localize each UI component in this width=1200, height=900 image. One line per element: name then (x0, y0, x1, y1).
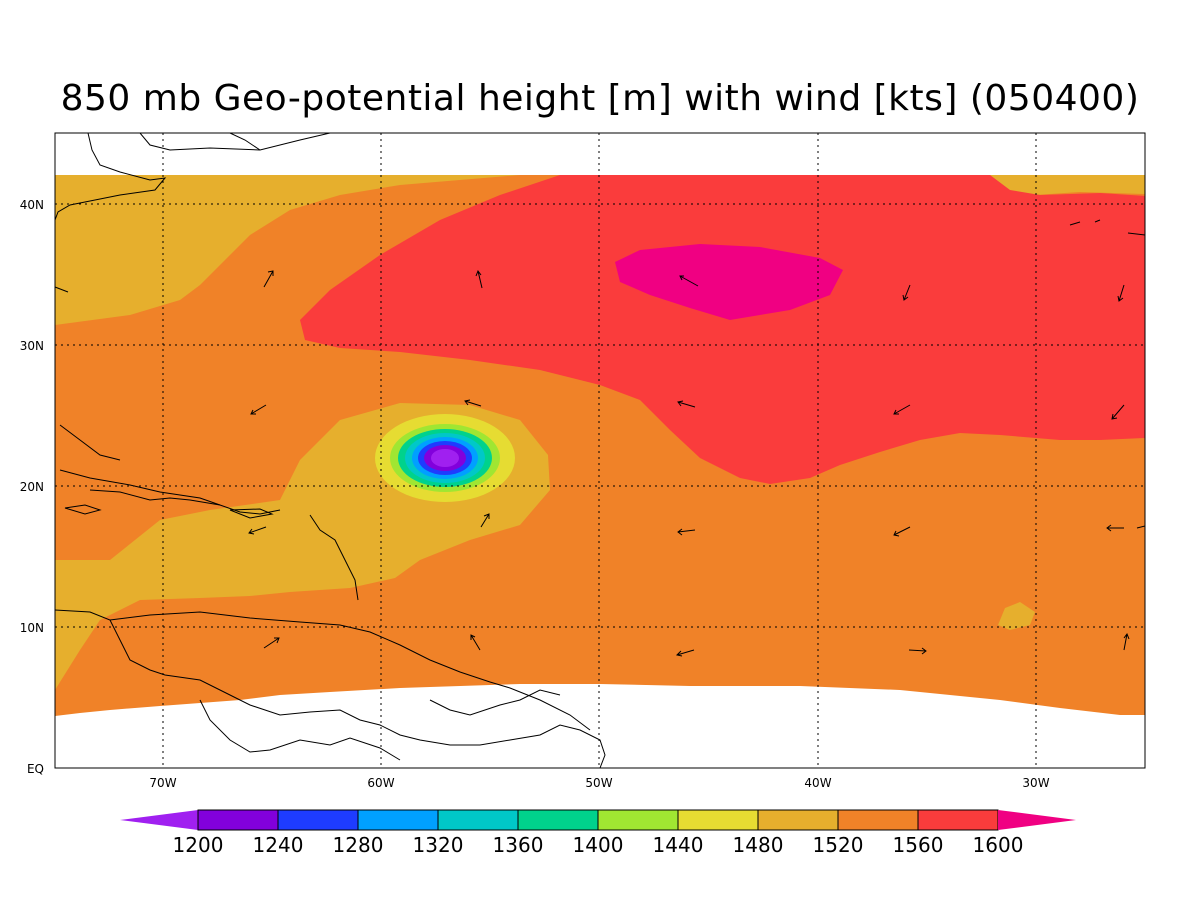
colorbar-segment (277, 809, 359, 831)
coastline-bahamas (59, 424, 121, 461)
coastline-venezuela (109, 611, 591, 731)
contour-fill-1480-northeast (990, 175, 1145, 196)
coastline-nova-scotia (139, 133, 331, 151)
colorbar-label: 1200 (173, 833, 224, 857)
colorbar-segment (597, 809, 679, 831)
wind-vectors (54, 269, 1146, 657)
colorbar-segment (837, 809, 919, 831)
colorbar-segment (757, 809, 839, 831)
coastline-north-america (55, 133, 167, 221)
colorbar-label: 1280 (333, 833, 384, 857)
colorbar-label: 1400 (573, 833, 624, 857)
colorbar-label: 1440 (653, 833, 704, 857)
contour-fill-1600 (615, 244, 843, 320)
colorbar-label: 1360 (493, 833, 544, 857)
low-pressure-center (375, 414, 515, 502)
colorbar-min-arrow (120, 810, 198, 830)
contour-fill-1480-east (998, 602, 1035, 630)
colorbar-label: 1480 (733, 833, 784, 857)
coastline-hispaniola (89, 489, 281, 515)
lat-label-20n: 20N (20, 480, 44, 494)
coastline-small-isles-east (1069, 219, 1145, 236)
colorbar-label: 1240 (253, 833, 304, 857)
colorbar: 1200 1240 1280 1320 1360 1400 1440 1480 1520 1560… (120, 809, 1076, 857)
coastlines (55, 133, 1145, 768)
coastline-lesser-antilles (309, 514, 359, 601)
colorbar-label: 1560 (893, 833, 944, 857)
height-field (55, 175, 1145, 716)
colorbar-label: 1320 (413, 833, 464, 857)
lat-label-30n: 30N (20, 339, 44, 353)
low-ring (431, 449, 459, 467)
coastline-south-america (55, 609, 606, 768)
colorbar-segment (197, 809, 279, 831)
latitude-axis: EQ 10N 20N 30N 40N (20, 198, 44, 776)
coastline-guianas (429, 689, 561, 716)
contour-fill-1480-west (55, 175, 520, 325)
colorbar-label: 1600 (973, 833, 1024, 857)
colorbar-segment (437, 809, 519, 831)
coastline-jamaica (64, 504, 102, 515)
colorbar-segment (917, 809, 999, 831)
lat-label-eq: EQ (27, 762, 44, 776)
graticule (55, 133, 1145, 768)
map-title: 850 mb Geo-potential height [m] with win… (60, 78, 1140, 119)
colorbar-label: 1520 (813, 833, 864, 857)
plot-frame (54, 132, 1146, 769)
lon-label-60w: 60W (367, 776, 394, 790)
lon-label-40w: 40W (804, 776, 831, 790)
coastline-cuba (59, 469, 221, 506)
lat-label-40n: 40N (20, 198, 44, 212)
coastline-puerto-rico (229, 508, 274, 519)
coastline-newfoundland (229, 133, 261, 151)
colorbar-segment (517, 809, 599, 831)
colorbar-max-arrow (998, 810, 1076, 830)
lon-label-70w: 70W (149, 776, 176, 790)
lat-label-10n: 10N (20, 621, 44, 635)
coastline-brazil-inland (199, 699, 401, 761)
lon-label-50w: 50W (585, 776, 612, 790)
lon-label-30w: 30W (1022, 776, 1049, 790)
longitude-axis: 70W 60W 50W 40W 30W (149, 776, 1049, 790)
colorbar-segment (677, 809, 759, 831)
contour-fill-1560 (300, 175, 1145, 484)
colorbar-segment (357, 809, 439, 831)
